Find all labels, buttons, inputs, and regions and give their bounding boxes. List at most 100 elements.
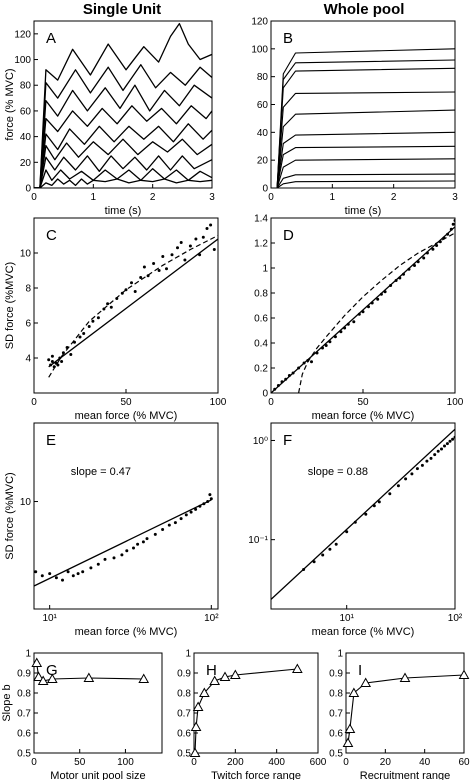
y-tick-label-a: 60 [20, 106, 32, 117]
data-point-c [87, 325, 91, 328]
x-tick-label-i: 20 [380, 757, 392, 768]
panel-h: 0 200 400 600 0.5 0.6 0.7 0.8 0.9 1 Twitch force r… [177, 649, 327, 780]
force-trace-b-20 [271, 158, 455, 188]
y-axis-label-g: Slope b [1, 684, 13, 721]
data-point-c [106, 302, 110, 306]
y-tick-label-h: 0.9 [177, 669, 191, 680]
panel-c: 0 50 100 4 6 8 10 mean force (% MVC) SD force (%… [4, 217, 227, 422]
x-tick-label-b: 0 [268, 192, 274, 203]
data-point-d [453, 219, 455, 222]
data-point-c [47, 358, 51, 362]
data-point-e [153, 532, 157, 536]
x-axis-label-i: Recruitment range [360, 770, 451, 780]
data-point-e [96, 562, 100, 566]
fit-line-solid-d [271, 226, 455, 393]
plot-area-b [271, 48, 455, 188]
x-tick-label-a: 2 [150, 192, 156, 203]
force-trace-b-55 [271, 109, 455, 188]
x-axis-label-c: mean force (% MVC) [75, 410, 178, 422]
triangle-marker-h [229, 669, 241, 679]
data-point-e [173, 521, 177, 525]
y-tick-label-a: 120 [14, 29, 31, 40]
slope-annotation-f: slope = 0.88 [308, 466, 368, 478]
data-point-d [422, 256, 426, 260]
data-point-d [376, 297, 380, 301]
y-tick-label-g: 0.9 [17, 669, 31, 680]
data-point-c [96, 316, 100, 320]
data-point-c [142, 265, 146, 269]
force-trace-a-85 [34, 64, 212, 188]
triangle-marker-g [46, 673, 58, 683]
y-tick-label-b: 40 [257, 128, 269, 139]
panel-label-h: H [206, 662, 217, 679]
data-point-c [109, 305, 113, 309]
data-point-f [410, 472, 414, 476]
data-point-d [431, 247, 435, 251]
force-trace-b-92 [271, 59, 455, 188]
data-point-c [130, 281, 133, 285]
triangle-marker-i [458, 669, 470, 679]
data-point-c [209, 223, 213, 227]
y-tick-label-a: 20 [20, 158, 32, 169]
x-tick-label-a: 3 [209, 192, 215, 203]
data-point-c [133, 290, 137, 293]
data-point-e [189, 510, 193, 514]
data-point-e [132, 546, 135, 550]
data-point-c [201, 235, 205, 239]
force-trace-b-10 [271, 173, 455, 188]
panel-label-g: G [46, 662, 58, 679]
x-tick-label-b: 3 [452, 192, 458, 203]
plot-frame-h [193, 652, 319, 754]
y-tick-label-b: 120 [251, 17, 268, 28]
x-tick-label-i: 60 [458, 757, 470, 768]
data-point-f [364, 512, 368, 516]
data-point-c [176, 246, 179, 250]
y-tick-label-h: 0.7 [177, 709, 191, 720]
panel-label-b: B [283, 30, 293, 47]
panel-i: 0 20 40 60 0.5 0.6 0.7 0.8 0.9 1 Recruitment range… [329, 649, 470, 780]
data-point-c [188, 244, 192, 248]
y-tick-label-i: 1 [337, 649, 343, 660]
y-tick-label-b: 80 [257, 72, 269, 83]
data-point-e [66, 570, 70, 574]
data-point-c [82, 332, 86, 335]
fit-line-solid-e [34, 499, 212, 587]
y-tick-label-f: 10⁻¹ [248, 535, 268, 546]
plot-frame-f [270, 422, 456, 610]
data-point-c [78, 335, 82, 339]
data-point-c [69, 353, 73, 356]
y-tick-label-g: 0.8 [17, 689, 31, 700]
y-tick-label-f: 10⁰ [253, 436, 268, 447]
data-point-f [448, 439, 452, 443]
panel-label-c: C [46, 227, 57, 244]
x-tick-label-a: 0 [31, 192, 37, 203]
plot-frame-g [33, 652, 163, 754]
y-tick-label-d: 1 [262, 264, 268, 275]
data-point-e [208, 493, 212, 497]
y-tick-label-d: 0 [262, 389, 268, 400]
triangle-marker-i [342, 737, 354, 747]
panel-e: 10¹ 10² 10 mean force (% MVC) SD force (%MVC… [4, 422, 219, 638]
triangle-marker-i [348, 687, 360, 697]
data-point-f [396, 484, 400, 488]
plot-frame-b [270, 20, 456, 189]
data-point-e [161, 528, 165, 531]
data-point-c [60, 360, 64, 363]
y-tick-label-i: 0.8 [329, 689, 343, 700]
plot-area-e [34, 493, 213, 587]
x-axis-label-h: Twitch force range [211, 770, 301, 780]
x-tick-label-c: 50 [120, 397, 132, 408]
y-tick-label-d: 0.8 [254, 289, 268, 300]
data-point-c [50, 354, 54, 358]
triangle-marker-g [83, 672, 95, 682]
data-point-c [165, 267, 168, 271]
data-point-f [445, 442, 449, 446]
triangle-marker-h [190, 721, 202, 731]
data-point-e [34, 570, 38, 574]
data-point-d [451, 222, 455, 226]
panel-label-i: I [358, 662, 362, 679]
force-trace-a-10 [34, 168, 212, 188]
triangle-marker-h [219, 671, 231, 681]
data-point-f [429, 456, 433, 460]
triangle-marker-i [344, 723, 356, 733]
